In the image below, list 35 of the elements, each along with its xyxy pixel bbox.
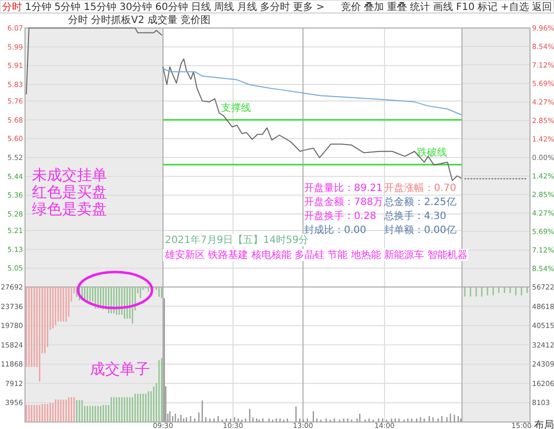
text: 多分时: [260, 1, 290, 13]
text: 5分钟: [54, 1, 81, 13]
text: 1分钟: [25, 1, 52, 13]
text: 15分钟: [84, 1, 116, 13]
annotation: 开盘换手：0.28: [304, 210, 376, 222]
annotation: 开盘量比：89.21: [304, 182, 383, 194]
annotation: 开盘金额：788万: [304, 196, 384, 208]
annotation: 开盘涨幅：0.70: [384, 182, 456, 194]
text: F10: [456, 2, 475, 13]
text: 布局: [534, 419, 554, 429]
text: 月线: [236, 1, 257, 13]
chart-title: 分时 分时抓板V2 成交量 竞价图: [68, 14, 211, 26]
text: +自选: [500, 1, 529, 13]
text: 更多 >: [292, 1, 325, 13]
annotation: 总换手：4.30: [383, 210, 446, 222]
ref-line-label: 支撑线: [220, 102, 251, 114]
text: 30分钟: [119, 1, 152, 13]
text: 返回: [532, 1, 552, 13]
annotation: 成交单子: [90, 360, 150, 378]
annotation: 2021年7月9日【五】14时59分: [165, 234, 309, 246]
annotation: 封单额：0.00亿: [384, 224, 456, 236]
annotation: 封成比：0.00: [304, 224, 366, 236]
annotation: 雄安新区 铁路基建 核电核能 多晶硅 节能 地热能 新能源车 智能机器: [164, 249, 468, 261]
text: 重叠: [387, 1, 408, 13]
text: 画线: [433, 1, 454, 13]
text: 60分钟: [155, 1, 188, 13]
annotation: 总金额：2.25亿: [383, 196, 456, 208]
text: 分时: [2, 1, 22, 13]
text: 统计: [410, 1, 430, 13]
text: 日线: [190, 1, 211, 13]
text: 叠加: [364, 1, 384, 13]
text: 竞价: [341, 1, 362, 13]
text: 周线: [214, 1, 234, 13]
ref-line-label: 跌破线: [416, 146, 447, 159]
text: 标记: [476, 1, 498, 13]
